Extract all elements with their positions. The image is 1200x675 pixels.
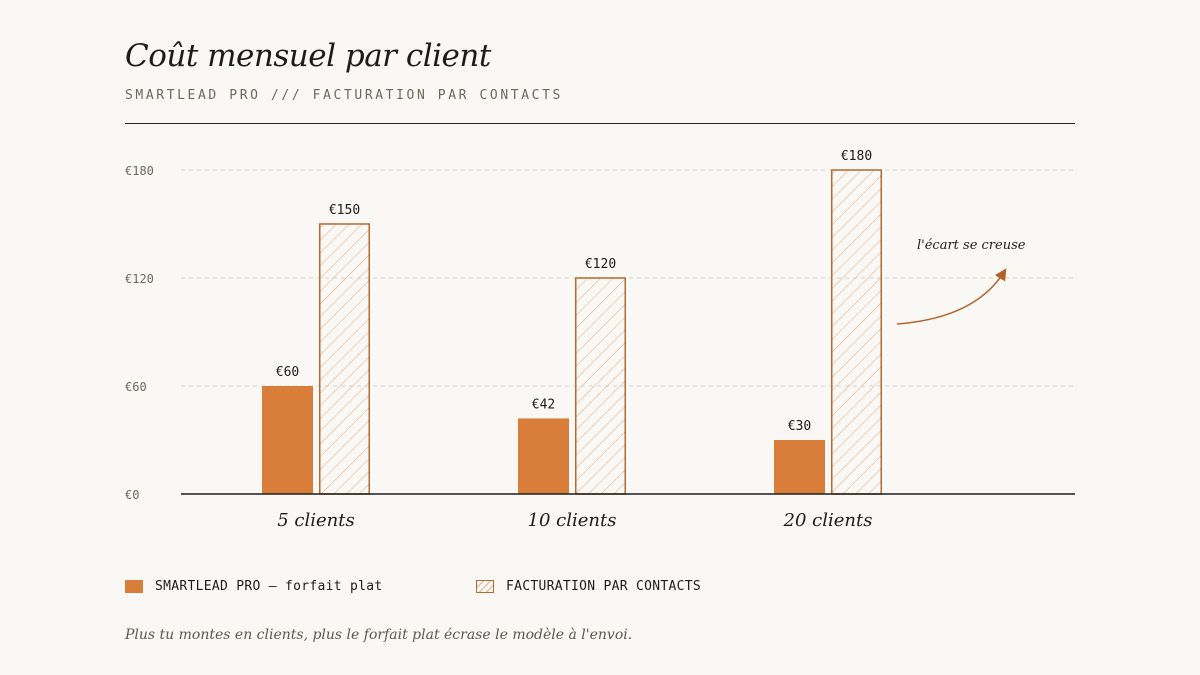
annotation-text: l'écart se creuse xyxy=(917,238,1026,253)
bar-contacts xyxy=(319,223,370,495)
y-tick-label: €120 xyxy=(125,272,154,286)
y-tick-label: €60 xyxy=(125,380,147,394)
x-tick-label: 10 clients xyxy=(528,510,617,531)
annotation-arrow xyxy=(896,268,1007,325)
header-divider xyxy=(125,123,1075,124)
bar-contacts xyxy=(831,169,882,495)
footnote: Plus tu montes en clients, plus le forfa… xyxy=(125,627,633,643)
legend-swatch-solid xyxy=(125,580,143,593)
chart-title: Coût mensuel par client xyxy=(125,38,491,74)
bar-value-labels: €60 €150 €42 €120 €30 €180 xyxy=(276,149,872,434)
legend-label-flat: SMARTLEAD PRO — forfait plat xyxy=(155,579,383,594)
legend-item-contacts: FACTURATION PAR CONTACTS xyxy=(476,579,701,594)
bars xyxy=(262,169,882,495)
legend-swatch-hatched xyxy=(476,580,494,593)
y-tick-label: €0 xyxy=(125,488,139,502)
chart-subtitle: SMARTLEAD PRO /// FACTURATION PAR CONTAC… xyxy=(125,88,563,103)
bar-value-label: €30 xyxy=(788,419,811,434)
bar-value-label: €60 xyxy=(276,365,299,380)
x-tick-label: 20 clients xyxy=(783,510,873,531)
bar-flat xyxy=(518,418,569,494)
bar-contacts xyxy=(575,277,626,495)
bar-value-label: €150 xyxy=(329,203,360,218)
bar-chart: €0 €60 €120 €180 €60 €150 €42 €120 €30 €180 5 cl… xyxy=(125,149,1075,531)
legend-label-contacts: FACTURATION PAR CONTACTS xyxy=(506,579,702,594)
bar-value-label: €42 xyxy=(532,397,555,412)
bar-value-label: €120 xyxy=(585,257,616,272)
bar-value-label: €180 xyxy=(841,149,872,164)
x-axis-ticks: 5 clients 10 clients 20 clients xyxy=(277,510,872,531)
bar-flat xyxy=(262,386,313,494)
y-axis-ticks: €0 €60 €120 €180 xyxy=(125,164,154,502)
x-tick-label: 5 clients xyxy=(277,510,354,531)
bar-flat xyxy=(774,440,825,494)
y-tick-label: €180 xyxy=(125,164,154,178)
legend-item-flat: SMARTLEAD PRO — forfait plat xyxy=(125,579,383,594)
gridlines xyxy=(181,169,1075,387)
